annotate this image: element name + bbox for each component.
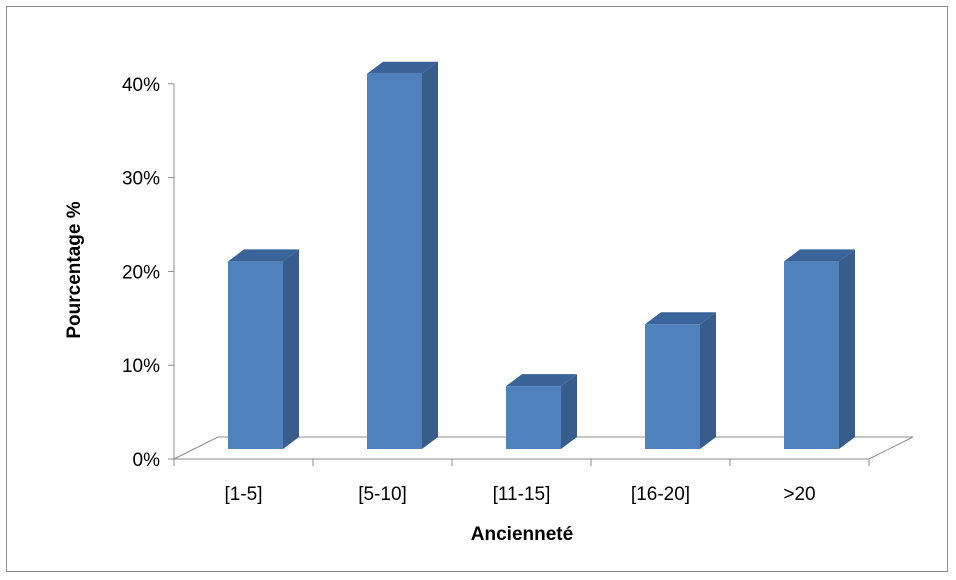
bar-top — [645, 312, 716, 325]
bar — [228, 249, 299, 449]
bar-side — [700, 312, 716, 449]
x-axis-title: Ancienneté — [471, 524, 573, 545]
bar-side — [839, 249, 855, 449]
bar-side — [283, 249, 299, 449]
x-tick-label: [16-20] — [631, 484, 690, 505]
bar-top — [228, 249, 299, 262]
y-axis-title: Pourcentage % — [64, 201, 85, 338]
y-tick-labels: 0% 10% 20% 30% 40% — [122, 75, 160, 471]
bar-side — [422, 61, 438, 450]
floor-plane — [173, 436, 914, 460]
x-tick-label: [1-5] — [224, 484, 262, 505]
bar-front — [367, 73, 422, 450]
bar-front — [645, 324, 700, 449]
y-tick-label: 40% — [122, 75, 160, 96]
bar — [645, 312, 716, 449]
chart-bars — [228, 61, 855, 450]
bar — [506, 374, 577, 449]
bar-front — [228, 261, 283, 449]
bar — [784, 249, 855, 449]
bar-top — [784, 249, 855, 262]
bar — [367, 61, 438, 450]
y-tick-label: 30% — [122, 169, 160, 190]
bar-side — [561, 374, 577, 449]
x-tick-labels: [1-5] [5-10] [11-15] [16-20] >20 — [224, 484, 815, 505]
y-tick-label: 0% — [133, 450, 161, 471]
x-tick-label: [5-10] — [358, 484, 407, 505]
bar-top — [367, 61, 438, 74]
bar-front — [506, 386, 561, 449]
x-tick-label: >20 — [783, 484, 815, 505]
y-tick-label: 20% — [122, 262, 160, 283]
y-tick-label: 10% — [122, 356, 160, 377]
chart-axes — [168, 83, 914, 466]
bar-top — [506, 374, 577, 387]
bar-front — [784, 261, 839, 449]
x-tick-label: [11-15] — [493, 484, 551, 505]
